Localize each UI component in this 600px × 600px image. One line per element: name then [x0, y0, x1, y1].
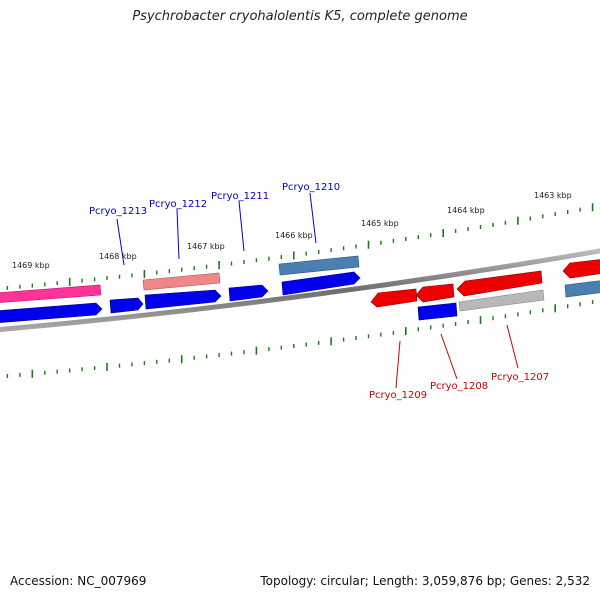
gene-label-pcryo-1207[interactable]: Pcryo_1207 [491, 372, 549, 383]
kbp-label-1468: 1468 kbp [99, 252, 137, 261]
kbp-label-1467: 1467 kbp [187, 242, 225, 251]
outer-tick-track [6, 203, 594, 290]
leader-line-1213 [116, 218, 125, 266]
leader-line-1212 [176, 208, 180, 260]
leader-line-1211 [238, 200, 245, 252]
map-title: Psychrobacter cryohalolentis K5, complet… [132, 9, 468, 24]
gene-feature-steel-edge[interactable] [564, 280, 600, 298]
kbp-label-1469: 1469 kbp [12, 261, 50, 270]
forward-gene-labels: Pcryo_1213 Pcryo_1212 Pcryo_1211 Pcryo_1… [89, 182, 340, 266]
reverse-gene-labels: Pcryo_1209 Pcryo_1208 Pcryo_1207 [369, 324, 549, 401]
gene-arrow-red-1209[interactable] [370, 288, 418, 308]
gene-arrow-blue-1211[interactable] [228, 284, 269, 302]
kbp-label-1466: 1466 kbp [275, 231, 313, 240]
gene-feature-pink[interactable] [0, 284, 102, 303]
gene-label-pcryo-1208[interactable]: Pcryo_1208 [430, 381, 488, 392]
gene-label-pcryo-1209[interactable]: Pcryo_1209 [369, 390, 427, 401]
gene-arrow-blue-1213[interactable] [109, 297, 144, 314]
forward-upper-lane [0, 255, 360, 303]
gene-arrow-blue-lower[interactable] [417, 302, 458, 321]
gene-label-pcryo-1211[interactable]: Pcryo_1211 [211, 191, 269, 202]
inner-tick-track [6, 300, 594, 378]
gene-arrow-blue-1212[interactable] [144, 289, 222, 310]
kbp-label-1464: 1464 kbp [447, 206, 485, 215]
kbp-label-1465: 1465 kbp [361, 219, 399, 228]
genome-stats-label: Topology: circular; Length: 3,059,876 bp… [260, 574, 590, 588]
accession-label: Accession: NC_007969 [10, 574, 147, 588]
gene-feature-salmon[interactable] [142, 272, 221, 291]
reverse-upper-lane [370, 259, 600, 308]
gene-label-pcryo-1210[interactable]: Pcryo_1210 [282, 182, 340, 193]
leader-line-1209 [395, 340, 401, 389]
kbp-label-1463: 1463 kbp [534, 191, 572, 200]
kbp-labels: 1469 kbp 1468 kbp 1467 kbp 1466 kbp 1465… [12, 191, 572, 270]
gene-feature-grey[interactable] [458, 289, 545, 312]
gene-arrow-blue-1210[interactable] [281, 271, 361, 296]
gene-arrow-blue-1[interactable] [0, 302, 103, 323]
leader-line-1210 [309, 192, 317, 244]
gene-arrow-red-1207[interactable] [456, 270, 543, 297]
gene-label-pcryo-1213[interactable]: Pcryo_1213 [89, 206, 147, 217]
gene-arrow-red-1208[interactable] [415, 283, 455, 303]
leader-line-1208 [440, 333, 458, 380]
genome-backbone [0, 248, 600, 333]
reverse-lower-lane [417, 280, 600, 321]
gene-feature-steel[interactable] [278, 255, 360, 276]
gene-arrow-red-edge[interactable] [562, 259, 600, 279]
leader-line-1207 [506, 324, 519, 369]
forward-lower-lane [0, 271, 361, 323]
gene-label-pcryo-1212[interactable]: Pcryo_1212 [149, 199, 207, 210]
